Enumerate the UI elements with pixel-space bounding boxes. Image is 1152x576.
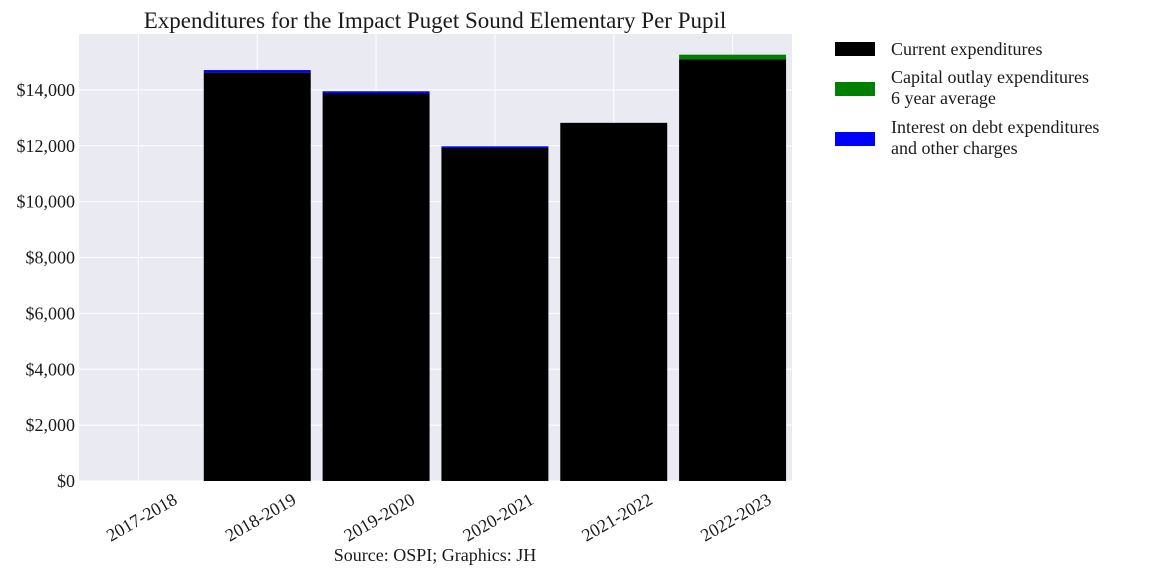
legend-label: Interest on debt expenditures and other c… xyxy=(891,117,1099,158)
bar-segment xyxy=(203,70,311,73)
chart-title: Expenditures for the Impact Puget Sound … xyxy=(144,8,727,33)
bars xyxy=(203,54,787,482)
bar-segment xyxy=(203,72,311,481)
source-note: Source: OSPI; Graphics: JH xyxy=(334,545,536,565)
y-tick-label: $0 xyxy=(57,471,75,491)
legend: Current expenditures Capital outlay expen… xyxy=(835,39,1099,158)
x-tick-label: 2017-2018 xyxy=(103,489,181,545)
legend-swatch xyxy=(835,82,875,96)
x-tick-label: 2021-2022 xyxy=(578,489,656,545)
x-axis-ticks: 2017-2018 2018-2019 2019-2020 2020-2021 2021… xyxy=(103,489,775,545)
legend-swatch xyxy=(835,42,875,56)
bar-segment xyxy=(679,54,787,60)
legend-label: Current expenditures xyxy=(891,39,1042,59)
x-tick-label: 2022-2023 xyxy=(697,489,775,545)
y-tick-label: $6,000 xyxy=(26,303,76,323)
bar-segment xyxy=(441,146,549,148)
bar-segment xyxy=(560,122,668,481)
y-tick-label: $14,000 xyxy=(17,80,76,100)
x-tick-label: 2020-2021 xyxy=(459,489,537,545)
bar-segment xyxy=(441,147,549,482)
legend-swatch xyxy=(835,132,875,146)
bar-segment xyxy=(322,91,430,94)
bar-segment xyxy=(322,93,430,482)
y-tick-label: $2,000 xyxy=(26,415,76,435)
y-tick-label: $8,000 xyxy=(26,248,76,268)
y-tick-label: $4,000 xyxy=(26,359,76,379)
y-tick-label: $12,000 xyxy=(17,136,76,156)
bar-segment xyxy=(679,59,787,481)
legend-item: Current expenditures xyxy=(835,39,1042,59)
legend-label: Capital outlay expenditures 6 year averag… xyxy=(891,67,1089,108)
y-tick-label: $10,000 xyxy=(17,192,76,212)
legend-item: Capital outlay expenditures 6 year averag… xyxy=(835,67,1089,108)
x-tick-label: 2018-2019 xyxy=(222,489,300,545)
x-tick-label: 2019-2020 xyxy=(341,489,419,545)
y-axis-ticks: $0 $2,000 $4,000 $6,000 $8,000 $10,000 $12,000… xyxy=(17,80,76,491)
legend-item: Interest on debt expenditures and other c… xyxy=(835,117,1099,158)
